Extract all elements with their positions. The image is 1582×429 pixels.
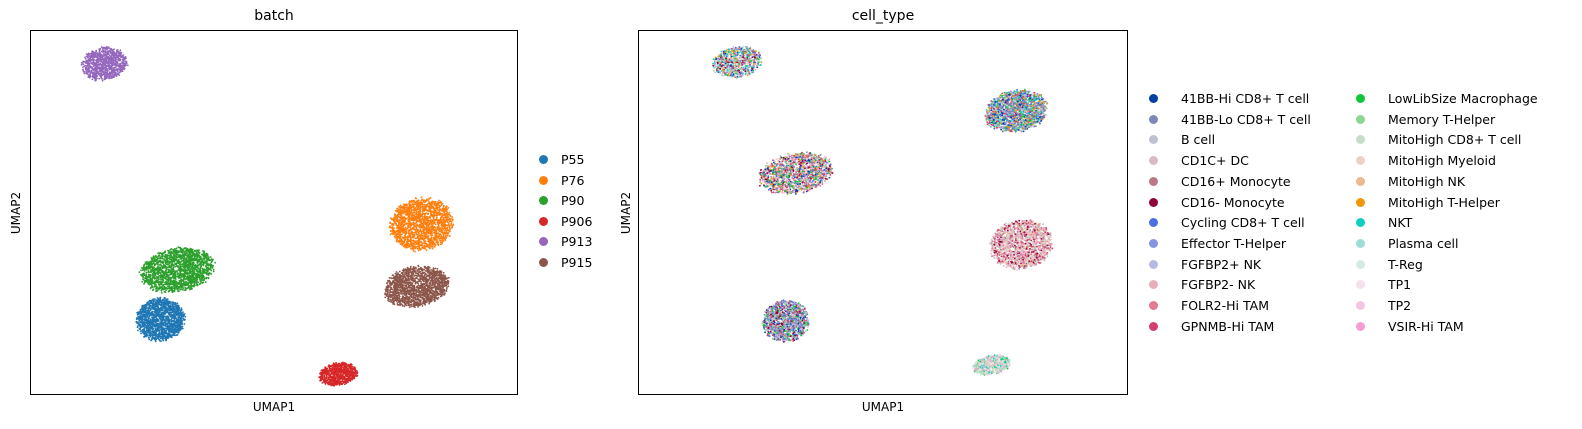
batch-cluster-p913	[80, 46, 129, 82]
legend-label: MitoHigh CD8+ T cell	[1388, 132, 1522, 148]
legend-label: MitoHigh T-Helper	[1388, 194, 1500, 210]
legend-marker	[1149, 301, 1158, 310]
legend-marker	[539, 155, 548, 164]
legend-label: P55	[561, 152, 585, 167]
legend-label: VSIR-Hi TAM	[1388, 318, 1464, 334]
legend-label: NKT	[1388, 215, 1413, 231]
legend-marker	[1149, 197, 1158, 207]
legend-marker	[1149, 259, 1158, 269]
legend-marker	[1356, 238, 1365, 248]
legend-label: 41BB-Hi CD8+ T cell	[1181, 91, 1310, 106]
legend-marker	[1149, 156, 1158, 166]
legend-label: GPNMB-Hi TAM	[1181, 318, 1275, 334]
legend-label: Effector T-Helper	[1181, 235, 1287, 251]
legend-label: FGFBP2+ NK	[1181, 256, 1262, 272]
cell-type-cluster-1	[711, 45, 763, 80]
legend-marker	[1356, 114, 1365, 124]
cell-type-scatter	[711, 45, 1054, 376]
legend-marker	[1356, 280, 1365, 290]
legend-marker	[539, 175, 548, 185]
legend-label: LowLibSize Macrophage	[1388, 91, 1538, 106]
legend-label: Memory T-Helper	[1388, 111, 1496, 127]
legend-label: B cell	[1181, 132, 1216, 148]
cell-type-cluster-3	[761, 299, 810, 343]
legend-label: TP1	[1388, 277, 1412, 293]
cell-type-cluster-6	[984, 88, 1049, 134]
batch-plot-area	[30, 30, 518, 395]
cell-type-xlabel: UMAP1	[861, 400, 905, 414]
legend-marker	[1149, 176, 1158, 186]
legend-label: 41BB-Lo CD8+ T cell	[1181, 111, 1311, 127]
batch-cluster-p915	[384, 264, 450, 309]
batch-ylabel: UMAP2	[9, 191, 23, 235]
legend-label: FOLR2-Hi TAM	[1181, 298, 1269, 313]
batch-cluster-p76	[388, 196, 455, 253]
legend-marker	[1149, 321, 1158, 331]
legend-marker	[539, 258, 548, 267]
legend-marker	[1356, 135, 1365, 145]
cell-type-cluster-2	[971, 354, 1011, 376]
legend-marker	[1149, 135, 1158, 145]
legend-label: P913	[561, 234, 593, 250]
legend-label: P90	[561, 193, 585, 209]
batch-scatter	[80, 46, 455, 387]
legend-marker	[1149, 280, 1158, 290]
legend-label: T-Reg	[1388, 256, 1423, 272]
legend-label: P906	[561, 213, 593, 229]
legend-label: Plasma cell	[1388, 235, 1459, 251]
legend-marker	[1149, 94, 1158, 103]
cell-type-title: cell_type	[851, 8, 915, 24]
legend-label: P915	[561, 255, 593, 270]
cell-type-plot-area	[638, 30, 1128, 395]
legend-label: CD1C+ DC	[1181, 153, 1249, 169]
legend-marker	[1356, 176, 1365, 186]
legend-marker	[1149, 218, 1158, 228]
legend-marker	[1356, 156, 1365, 166]
legend-label: CD16- Monocyte	[1181, 194, 1285, 210]
batch-title: batch	[254, 8, 294, 24]
batch-legend: P55 P76 P90 P906 P913 P915	[539, 153, 619, 273]
cell-type-ylabel: UMAP2	[619, 191, 633, 235]
legend-marker	[1149, 238, 1158, 248]
legend-marker	[539, 237, 548, 247]
legend-marker	[1356, 94, 1365, 103]
legend-marker	[1149, 114, 1158, 124]
legend-marker	[1356, 301, 1365, 310]
legend-label: MitoHigh NK	[1388, 173, 1466, 189]
legend-marker	[539, 196, 548, 206]
cell-type-legend: 41BB-Hi CD8+ T cell 41BB-Lo CD8+ T cell B …	[1149, 92, 1574, 342]
cell-type-cluster-4	[989, 218, 1054, 271]
cell-type-cluster-5	[758, 151, 834, 196]
legend-label: MitoHigh Myeloid	[1388, 153, 1496, 169]
batch-cluster-p90	[138, 246, 217, 294]
legend-marker	[1356, 259, 1365, 269]
legend-marker	[1356, 197, 1365, 207]
legend-marker	[539, 216, 548, 226]
legend-marker	[1356, 218, 1365, 228]
batch-xlabel: UMAP1	[252, 400, 296, 414]
legend-label: P76	[561, 172, 585, 188]
legend-label: TP2	[1388, 298, 1412, 313]
legend-label: Cycling CD8+ T cell	[1181, 215, 1305, 231]
batch-cluster-p55	[135, 296, 187, 343]
batch-cluster-p906	[318, 361, 359, 387]
legend-marker	[1356, 321, 1365, 331]
legend-label: FGFBP2- NK	[1181, 277, 1256, 293]
legend-label: CD16+ Monocyte	[1181, 173, 1291, 189]
